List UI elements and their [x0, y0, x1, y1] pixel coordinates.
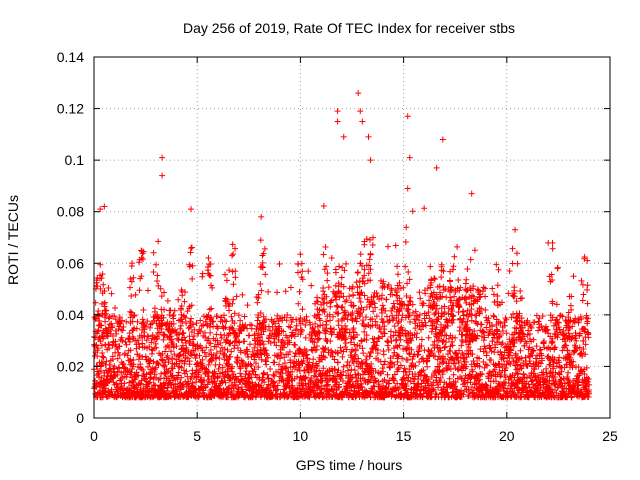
x-tick-label: 0 [90, 428, 98, 444]
roti-spike-cluster [229, 241, 240, 339]
x-tick-label: 15 [396, 428, 412, 444]
roti-peak-point [512, 226, 519, 233]
x-tick-label: 10 [293, 428, 309, 444]
data-points [91, 90, 593, 401]
roti-spike-cluster [222, 267, 233, 344]
roti-spike-cluster [185, 244, 196, 343]
roti-spike-cluster [466, 292, 478, 344]
y-tick-label: 0.06 [57, 255, 84, 271]
roti-spike-cluster [319, 244, 331, 335]
roti-spike-cluster [438, 261, 448, 339]
roti-spike-cluster [311, 294, 323, 342]
roti-spike-cluster [100, 284, 112, 340]
roti-peak-point [357, 108, 364, 115]
x-tick-label: 5 [193, 428, 201, 444]
roti-spike-cluster [177, 288, 188, 344]
roti-spike-cluster [490, 261, 502, 341]
roti-peak-point [334, 108, 341, 115]
chart-title: Day 256 of 2019, Rate Of TEC Index for r… [183, 20, 515, 36]
y-tick-label: 0.14 [57, 49, 84, 65]
x-axis-label: GPS time / hours [296, 457, 403, 473]
roti-peak-point [365, 133, 372, 140]
roti-spike-cluster [346, 285, 357, 341]
roti-spike-cluster [338, 260, 350, 342]
roti-peak-point [258, 213, 265, 220]
plot-frame [93, 56, 611, 419]
x-tick-label: 25 [602, 428, 618, 444]
x-tick-label: 20 [499, 428, 515, 444]
roti-peak-point [404, 113, 411, 120]
roti-spike-cluster [446, 263, 457, 320]
axis-ticks: 0 0.02 0.04 0.06 0.08 0.1 0.12 0.14 0 5 10 15 20 25 [57, 49, 618, 444]
roti-peak-point [468, 190, 475, 197]
roti-spike-cluster [454, 276, 465, 343]
roti-spike-cluster [136, 247, 147, 341]
roti-peak-point [97, 206, 104, 213]
roti-peak-point [101, 203, 108, 210]
y-tick-label: 0.12 [57, 101, 84, 117]
roti-spike-cluster [425, 263, 436, 341]
roti-peak-point [334, 118, 341, 125]
roti-spike-cluster [544, 239, 556, 340]
roti-spike-cluster [253, 281, 264, 344]
roti-peak-point [367, 157, 374, 164]
y-axis-label: ROTI / TECUs [5, 195, 21, 285]
y-tick-label: 0.08 [57, 204, 84, 220]
roti-spike-cluster [402, 224, 414, 344]
roti-spike-cluster [294, 251, 306, 334]
roti-spike-cluster [394, 263, 405, 336]
roti-spike-cluster [257, 237, 269, 335]
roti-spike-cluster [332, 263, 343, 341]
roti-peak-point [404, 185, 411, 192]
roti-spike-cluster [353, 260, 364, 325]
roti-spike-cluster [150, 238, 162, 343]
y-tick-label: 0.1 [65, 152, 85, 168]
roti-spike-cluster [431, 275, 443, 342]
y-tick-label: 0 [76, 410, 84, 426]
roti-peak-point [439, 136, 446, 143]
roti-peak-point [359, 118, 366, 125]
roti-spike-cluster [579, 253, 591, 333]
roti-peak-point [433, 164, 440, 171]
roti-peak-point [159, 154, 166, 161]
roti-peak-point [159, 172, 166, 179]
roti-peak-point [340, 133, 347, 140]
roti-spike-cluster [377, 277, 388, 340]
roti-spike-cluster [156, 285, 168, 339]
roti-spike-cluster [164, 297, 176, 343]
roti-peak-point [188, 206, 195, 213]
roti-spike-cluster [472, 286, 484, 342]
roti-peak-point [355, 90, 362, 97]
y-tick-label: 0.04 [57, 307, 84, 323]
roti-spike-cluster [513, 287, 525, 343]
roti-spike-cluster [125, 260, 137, 343]
roti-peak-point [406, 154, 413, 161]
roti-spike-cluster [365, 234, 377, 323]
roti-spike-cluster [563, 293, 575, 342]
y-tick-label: 0.02 [57, 358, 84, 374]
roti-spike-cluster [204, 261, 215, 342]
